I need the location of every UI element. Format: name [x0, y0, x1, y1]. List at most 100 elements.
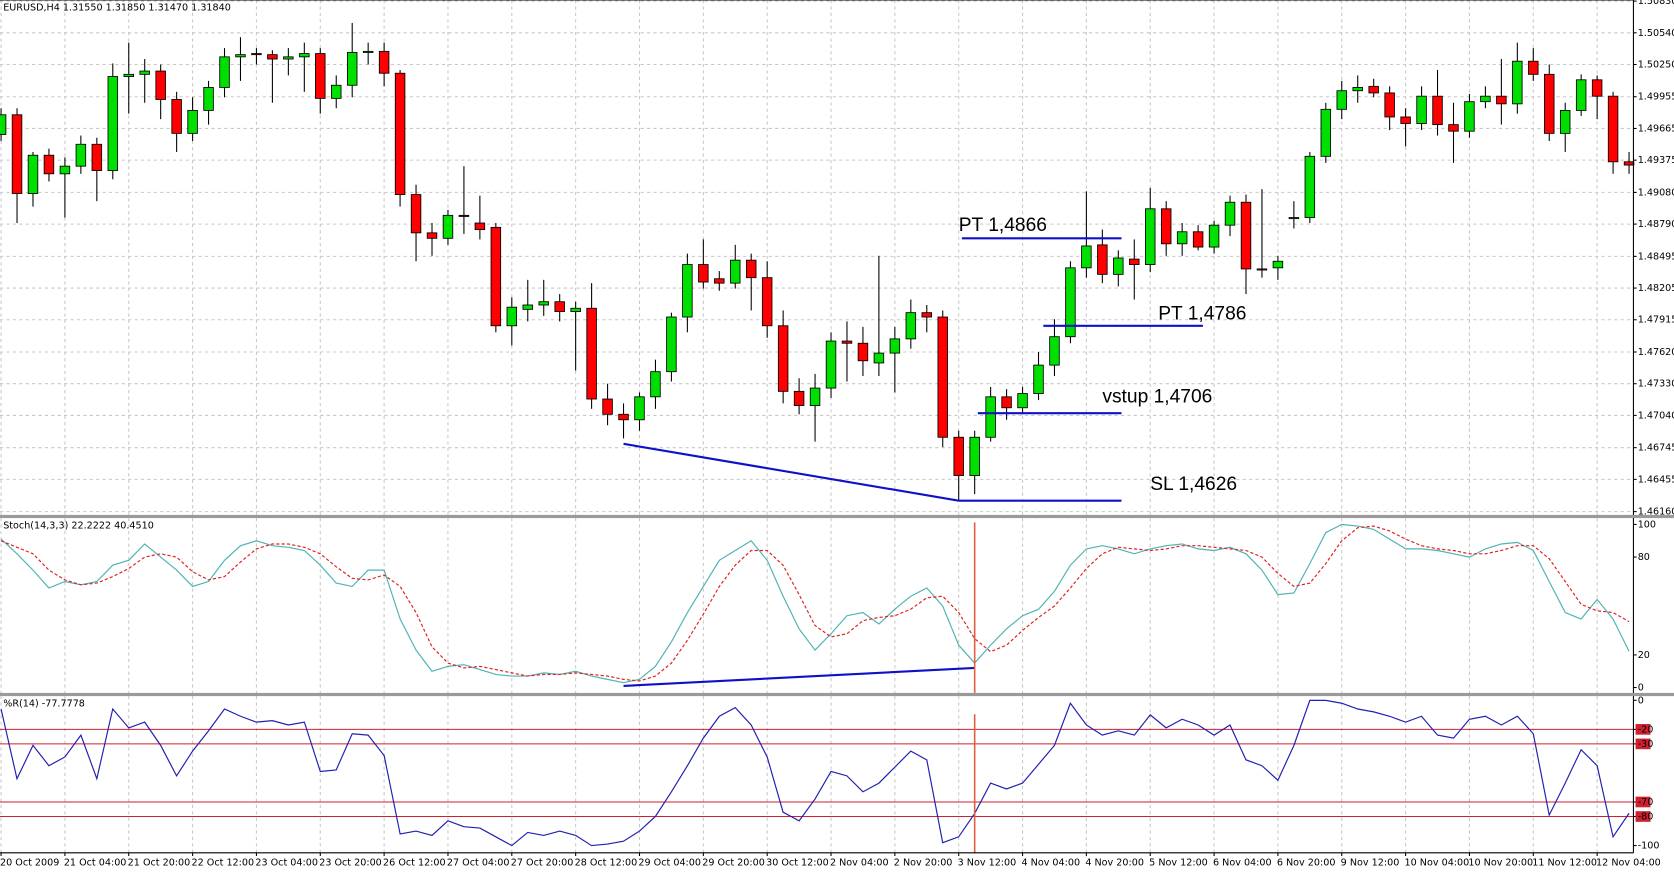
indicator-line: [0, 523, 1630, 684]
candle-body: [1575, 79, 1587, 111]
candle-body: [346, 52, 358, 86]
candle-body: [1544, 73, 1555, 134]
x-tick-label: 9 Nov 12:00: [1341, 857, 1400, 868]
candle-body: [59, 165, 71, 175]
candle-body: [1256, 268, 1268, 271]
candle-body: [1448, 124, 1459, 132]
candle-body: [937, 316, 948, 438]
candle-body: [442, 214, 454, 239]
trendline: [623, 666, 975, 687]
candle-body: [682, 264, 693, 318]
candle-body: [1607, 95, 1619, 163]
candle-body: [825, 340, 837, 389]
level-label-box: [1635, 738, 1651, 750]
candle-body: [1400, 116, 1411, 124]
y-tick-label: 1.46455: [1638, 474, 1674, 485]
candle-body: [267, 54, 278, 60]
candle-body: [841, 340, 853, 344]
x-tick-label: 28 Oct 12:00: [575, 857, 638, 868]
candle-body: [187, 109, 198, 134]
y-tick-label: 1.47620: [1638, 347, 1674, 358]
y-tick-label: -20: [1638, 724, 1654, 735]
x-tick-label: 27 Oct 20:00: [511, 857, 574, 868]
x-tick-label: 29 Oct 20:00: [702, 857, 765, 868]
candle-body: [1416, 95, 1427, 124]
candle-body: [1496, 95, 1507, 105]
x-tick-label: 4 Nov 04:00: [1021, 857, 1080, 868]
candle-body: [666, 316, 677, 373]
candle-body: [1623, 161, 1635, 166]
candle-body: [1017, 393, 1028, 409]
candle-body: [474, 222, 486, 230]
x-tick-label: 21 Oct 20:00: [128, 857, 191, 868]
panel-title: %R(14) -77.7778: [3, 699, 85, 710]
candle-body: [538, 301, 549, 306]
candle-body: [1240, 201, 1252, 270]
candle-body: [410, 194, 422, 234]
candle-body: [1097, 244, 1108, 275]
candle-body: [1384, 92, 1395, 118]
candle-body: [1559, 109, 1571, 134]
candle-body: [1049, 336, 1060, 366]
y-tick-label: 1.50830: [1638, 0, 1674, 7]
candle-body: [634, 396, 645, 421]
x-tick-label: 10 Nov 20:00: [1468, 857, 1533, 868]
candle-body: [1033, 364, 1044, 394]
candle-body: [251, 53, 262, 56]
indicator-line: [0, 699, 1630, 847]
candle-body: [777, 325, 789, 392]
candle-body: [730, 259, 741, 284]
candle-body: [1001, 396, 1012, 409]
candle-body: [283, 56, 294, 60]
y-tick-label: 1.48495: [1638, 251, 1674, 262]
candle-body: [331, 84, 342, 99]
level-label-box: [1635, 724, 1651, 735]
candle-body: [235, 54, 246, 58]
candle-body: [458, 214, 470, 217]
candle-body: [522, 304, 534, 310]
x-tick-label: 23 Oct 20:00: [319, 857, 382, 868]
candle-body: [985, 396, 996, 438]
candle-body: [554, 301, 565, 312]
candle-body: [1176, 231, 1188, 245]
candle-body: [586, 307, 597, 400]
annotation: SL 1,4626: [1150, 474, 1237, 495]
x-tick-label: 6 Nov 20:00: [1277, 857, 1336, 868]
y-tick-label: 1.46745: [1638, 443, 1674, 454]
candle-body: [299, 53, 310, 58]
candle-body: [1288, 217, 1300, 220]
candle-body: [905, 312, 917, 340]
level-label-box: [1635, 796, 1651, 808]
candle-body: [618, 413, 629, 421]
candle-body: [1480, 95, 1491, 103]
y-tick-label: 1.49375: [1638, 155, 1674, 166]
annotation: vstup 1,4706: [1102, 387, 1212, 408]
candle-body: [75, 143, 87, 167]
candle-body: [1272, 260, 1284, 269]
candle-body: [969, 436, 980, 476]
x-tick-label: 26 Oct 12:00: [383, 857, 446, 868]
candle-body: [394, 72, 406, 196]
y-tick-label: 1.47915: [1638, 315, 1674, 326]
trendline: [623, 442, 959, 502]
x-tick-label: 2 Nov 04:00: [830, 857, 889, 868]
candle-body: [1512, 60, 1523, 105]
candle-body: [378, 50, 390, 74]
candle-body: [698, 264, 709, 283]
panel-separator: [0, 514, 1674, 519]
y-tick-label: 0: [1638, 683, 1644, 694]
y-tick-label: 1.46160: [1638, 507, 1674, 518]
x-tick-label: 23 Oct 04:00: [255, 857, 318, 868]
candle-body: [1208, 224, 1220, 248]
candle-body: [1113, 257, 1124, 275]
y-tick-label: 1.50540: [1638, 28, 1674, 39]
candle-body: [43, 154, 55, 175]
y-tick-label: -70: [1638, 797, 1654, 808]
annotation: PT 1,4866: [959, 215, 1047, 236]
x-tick-label: 3 Nov 12:00: [958, 857, 1017, 868]
y-tick-label: 100: [1638, 519, 1656, 530]
candle-body: [1320, 108, 1332, 157]
candle-body: [1224, 201, 1236, 226]
candle-body: [139, 70, 150, 75]
